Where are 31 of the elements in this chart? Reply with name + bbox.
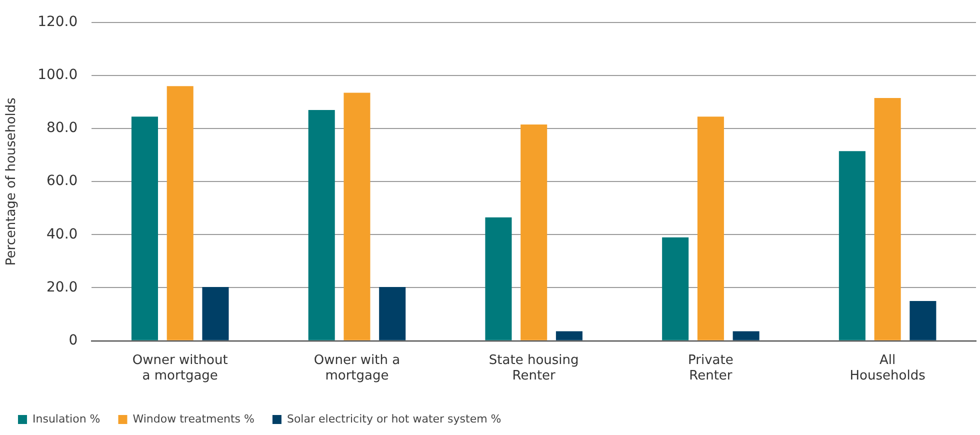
- y-tick-label: 80.0: [46, 120, 78, 136]
- bar: [166, 86, 194, 340]
- y-tick-label: 20.0: [46, 279, 78, 296]
- x-tick-label: Private Renter: [688, 352, 734, 384]
- y-tick-label: 0: [68, 332, 78, 348]
- bar: [202, 286, 229, 340]
- bar: [910, 301, 936, 340]
- bar: [874, 98, 901, 340]
- y-tick-label: 40.0: [46, 226, 78, 242]
- bar: [556, 331, 582, 340]
- x-tick-label: All Households: [850, 352, 926, 384]
- bar: [732, 331, 760, 340]
- bar: [838, 151, 866, 340]
- bar: [344, 92, 370, 340]
- legend-label: Solar electricity or hot water system %: [286, 412, 502, 426]
- y-tick-label: 60.0: [46, 173, 78, 190]
- x-tick-label: Owner with a mortgage: [314, 352, 400, 384]
- bar: [379, 286, 406, 340]
- y-tick-label: 120.0: [38, 14, 78, 30]
- y-tick-label: 100.0: [38, 67, 78, 84]
- x-tick-label: State housing Renter: [488, 352, 579, 384]
- bar: [520, 124, 548, 340]
- bar: [308, 110, 335, 340]
- bar: [131, 116, 158, 340]
- x-tick-label: Owner without a mortgage: [132, 352, 228, 384]
- y-axis-title: Percentage of households: [4, 97, 20, 266]
- legend-label: Window treatments %: [132, 412, 254, 426]
- bar: [485, 217, 512, 340]
- bar: [697, 116, 724, 340]
- legend-label: Insulation %: [32, 412, 100, 426]
- bar: [662, 237, 689, 340]
